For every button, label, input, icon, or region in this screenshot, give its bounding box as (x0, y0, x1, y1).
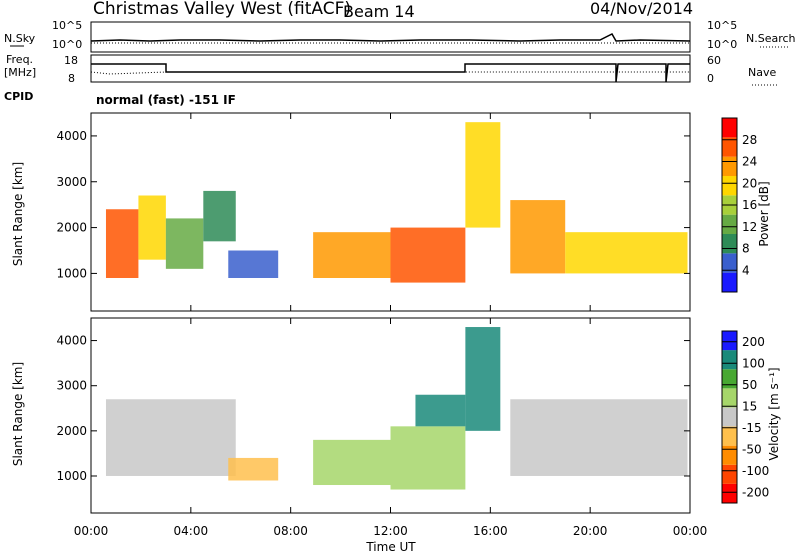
data-region (203, 190, 236, 242)
x-tick-label: 20:00 (573, 524, 608, 538)
x-tick-label: 16:00 (473, 524, 508, 538)
data-region (138, 195, 166, 260)
y-tick-label: 1000 (56, 266, 87, 280)
data-region (510, 200, 566, 274)
velocity-colorbar: 200 100 50 15 -15 -50 -100 -200 (721, 330, 769, 504)
colorbar-tick-label: 15 (742, 399, 757, 413)
colorbar-segment (722, 388, 737, 408)
x-tick-label: 04:00 (174, 524, 209, 538)
freq-trace (91, 63, 690, 83)
data-region (565, 232, 688, 274)
freq-unit: [MHz] (4, 66, 36, 79)
nave-label: Nave (748, 66, 776, 79)
y-tick-label: 2000 (56, 221, 87, 235)
data-region (313, 439, 391, 486)
colorbar-tick-label: 28 (742, 133, 757, 147)
x-tick-label: 00:00 (673, 524, 708, 538)
freq-label: Freq. (6, 53, 33, 66)
y-tick-label: 4000 (56, 129, 87, 143)
colorbar-segment (722, 331, 737, 351)
x-tick-label: 08:00 (273, 524, 308, 538)
y-tick-label: 4000 (56, 334, 87, 348)
colorbar-tick-label: 4 (742, 263, 750, 277)
data-region (165, 218, 204, 269)
power-panel: 1000 2000 3000 4000 (56, 112, 691, 312)
colorbar-tick-label: 16 (742, 198, 757, 212)
colorbar-segment (722, 426, 737, 446)
nsky-tick-top: 10^5 (52, 19, 82, 32)
velocity-ylabel: Slant Range [km] (11, 362, 25, 466)
freq-tick-bottom: 8 (68, 72, 75, 85)
colorbar-segment (722, 253, 737, 273)
nsearch-tick-bottom: 10^0 (707, 38, 737, 51)
colorbar-tick-label: 24 (742, 155, 757, 169)
freq-tick-top: 18 (64, 54, 78, 67)
nave-tick-bottom: 0 (707, 72, 714, 85)
colorbar-tick-label: -100 (742, 464, 769, 478)
colorbar-frame (721, 330, 738, 504)
colorbar-tick-label: 100 (742, 356, 765, 370)
power-colorbar: 4 8 12 16 20 24 28 (721, 117, 757, 293)
nsearch-tick-top: 10^5 (707, 19, 737, 32)
data-region (313, 232, 391, 278)
data-region (105, 209, 139, 278)
x-tick-label: 12:00 (373, 524, 408, 538)
colorbar-tick-label: 200 (742, 335, 765, 349)
data-region (465, 122, 501, 228)
colorbar-segment (722, 272, 737, 292)
colorbar-segment (722, 483, 737, 503)
colorbar-segment (722, 156, 737, 176)
data-region (390, 227, 466, 283)
colorbar-tick-label: 20 (742, 176, 757, 190)
cpid-label: CPID (4, 90, 33, 103)
data-region (465, 327, 501, 431)
colorbar-segment (722, 350, 737, 370)
power-colorbar-label: Power [dB] (757, 181, 771, 246)
colorbar-tick-label: -15 (742, 421, 762, 435)
colorbar-tick-label: -200 (742, 485, 769, 499)
nsky-label: N.Sky (4, 32, 36, 45)
colorbar-segment (722, 369, 737, 389)
data-region (415, 394, 466, 427)
date-label: 04/Nov/2014 (590, 0, 693, 18)
velocity-panel: 1000 2000 3000 4000 (56, 317, 691, 514)
station-title: Christmas Valley West (fitACF) (93, 0, 351, 19)
colorbar-segment (722, 234, 737, 254)
colorbar-tick-label: -50 (742, 442, 762, 456)
data-region (228, 457, 279, 481)
colorbar-segment (722, 214, 737, 234)
power-ylabel: Slant Range [km] (11, 162, 25, 266)
cpid-text: normal (fast) -151 IF (96, 93, 236, 107)
y-tick-label: 3000 (56, 379, 87, 393)
time-axis-ticks: 00:00 04:00 08:00 12:00 16:00 20:00 00:00 (74, 524, 708, 538)
nsearch-label: N.Search (746, 32, 796, 45)
velocity-colorbar-label: Velocity [m s⁻¹] (767, 367, 781, 460)
colorbar-tick-label: 12 (742, 220, 757, 234)
colorbar-tick-label: 50 (742, 378, 757, 392)
data-region (510, 399, 688, 476)
nave-trace (90, 71, 690, 75)
colorbar-segment (722, 464, 737, 484)
nsky-tick-bottom: 10^0 (52, 38, 82, 51)
data-region (228, 250, 279, 278)
colorbar-segment (722, 118, 737, 138)
colorbar-segment (722, 445, 737, 465)
beam-label: Beam 14 (343, 2, 415, 21)
nsky-trace (90, 33, 691, 42)
colorbar-segment (722, 176, 737, 196)
freq-panel (90, 54, 691, 83)
nave-tick-top: 60 (707, 54, 721, 67)
y-tick-label: 2000 (56, 424, 87, 438)
time-axis-label: Time UT (365, 540, 416, 554)
colorbar-tick-label: 8 (742, 242, 750, 256)
x-tick-label: 00:00 (74, 524, 109, 538)
y-tick-label: 1000 (56, 469, 87, 483)
colorbar-segment (722, 137, 737, 157)
nsky-panel (90, 21, 691, 53)
colorbar-segment (722, 407, 737, 427)
data-region (390, 426, 466, 490)
y-tick-label: 3000 (56, 175, 87, 189)
data-region (105, 399, 236, 476)
